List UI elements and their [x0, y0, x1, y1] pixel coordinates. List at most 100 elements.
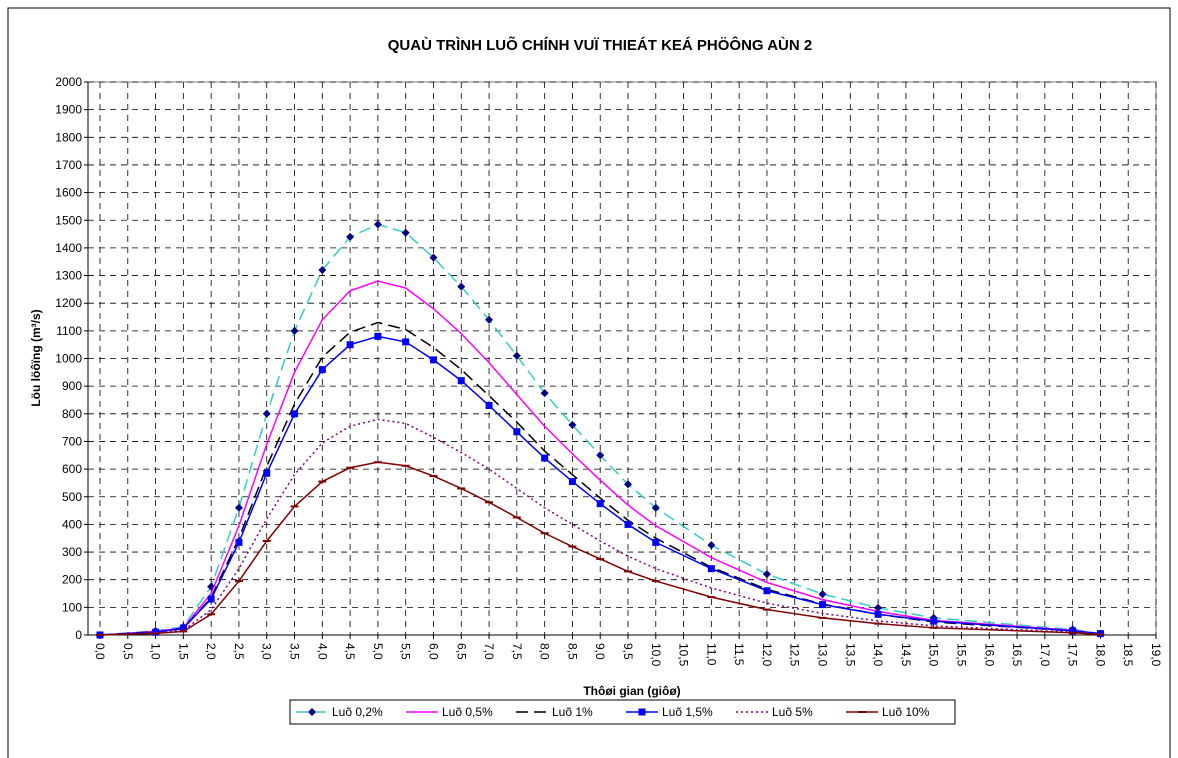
x-tick-label: 12,5: [788, 643, 802, 667]
y-tick-label: 700: [62, 434, 82, 448]
data-point: [235, 538, 243, 546]
x-tick-label: 14,0: [871, 643, 885, 667]
series-line: [99, 280, 1101, 636]
legend-label: Luõ 0,2%: [332, 705, 383, 719]
x-tick-label: 18,5: [1121, 643, 1135, 667]
y-tick-label: 1400: [55, 241, 82, 255]
data-point: [541, 454, 549, 462]
data-point: [207, 595, 215, 603]
x-tick-label: 13,0: [816, 643, 830, 667]
y-tick-label: 1200: [55, 296, 82, 310]
x-tick-label: 7,0: [482, 643, 496, 660]
y-tick-label: 500: [62, 490, 82, 504]
data-point: [540, 389, 549, 398]
x-tick-label: 2,0: [204, 643, 218, 660]
data-point: [568, 478, 576, 486]
data-point: [402, 338, 410, 346]
data-point: [513, 428, 521, 436]
data-point: [512, 351, 521, 360]
data-point: [651, 503, 660, 512]
x-tick-label: 15,0: [927, 643, 941, 667]
x-tick-label: 14,5: [899, 643, 913, 667]
x-tick-label: 3,0: [260, 643, 274, 660]
x-tick-label: 7,5: [510, 643, 524, 660]
data-point: [291, 410, 299, 418]
x-tick-label: 0,0: [93, 643, 107, 660]
y-tick-label: 0: [75, 628, 82, 642]
data-point: [457, 377, 465, 385]
y-tick-label: 1500: [55, 213, 82, 227]
x-tick-label: 4,5: [343, 643, 357, 660]
data-point: [874, 603, 883, 612]
data-point: [596, 451, 605, 460]
x-tick-label: 1,5: [176, 643, 190, 660]
x-tick-label: 12,0: [760, 643, 774, 667]
y-axis-label: Löu löôïng (m³/s): [29, 309, 43, 406]
data-point: [457, 282, 466, 291]
x-tick-label: 18,0: [1093, 643, 1107, 667]
x-tick-label: 19,0: [1149, 643, 1163, 667]
data-point: [401, 228, 410, 237]
legend-label: Luõ 5%: [772, 705, 813, 719]
data-point: [624, 520, 632, 528]
y-tick-label: 400: [62, 517, 82, 531]
y-tick-label: 1000: [55, 352, 82, 366]
data-point: [429, 356, 437, 364]
legend-label: Luõ 1%: [552, 705, 593, 719]
data-point: [485, 402, 493, 410]
x-tick-label: 5,5: [399, 643, 413, 660]
x-axis-label: Thôøi gian (giôø): [583, 684, 680, 698]
x-tick-label: 6,5: [454, 643, 468, 660]
data-point: [318, 366, 326, 374]
series-line: [99, 321, 1101, 636]
x-tick-label: 17,5: [1066, 643, 1080, 667]
chart-title: QUAÙ TRÌNH LUÕ CHÍNH VUÏ THIEÁT KEÁ PHÖÔ…: [388, 36, 812, 54]
y-tick-label: 600: [62, 462, 82, 476]
x-tick-label: 9,5: [621, 643, 635, 660]
chart-border: [7, 7, 1171, 758]
y-tick-label: 1300: [55, 269, 82, 283]
data-point: [263, 469, 271, 477]
data-point: [762, 570, 771, 579]
x-tick-label: 2,5: [232, 643, 246, 660]
data-point: [179, 624, 187, 632]
legend-marker: [638, 708, 646, 716]
data-point: [707, 541, 716, 550]
data-point: [346, 232, 355, 241]
x-tick-label: 10,5: [677, 643, 691, 667]
x-tick-label: 4,0: [315, 643, 329, 660]
x-tick-label: 3,5: [288, 643, 302, 660]
data-point: [318, 266, 327, 275]
data-point: [874, 610, 882, 618]
data-point: [1069, 627, 1077, 635]
x-tick-label: 8,0: [538, 643, 552, 660]
legend-box: [289, 699, 956, 725]
data-point: [262, 409, 271, 418]
data-point: [818, 590, 827, 599]
data-point: [346, 341, 354, 349]
y-tick-label: 200: [62, 573, 82, 587]
data-point: [624, 480, 632, 489]
y-tick-label: 300: [62, 545, 82, 559]
x-tick-label: 13,5: [843, 643, 857, 667]
data-point: [819, 601, 827, 609]
x-tick-label: 5,0: [371, 643, 385, 660]
data-point: [763, 587, 771, 595]
y-tick-label: 1700: [55, 158, 82, 172]
x-tick-label: 16,0: [982, 643, 996, 667]
y-tick-label: 100: [62, 600, 82, 614]
y-tick-label: 1800: [55, 130, 82, 144]
x-tick-label: 11,0: [704, 643, 718, 666]
legend-label: Luõ 10%: [882, 705, 930, 719]
x-tick-label: 15,5: [954, 643, 968, 667]
data-point: [373, 220, 382, 229]
data-point: [707, 565, 715, 573]
x-tick-label: 10,0: [649, 643, 663, 667]
x-tick-label: 16,5: [1010, 643, 1024, 667]
x-tick-label: 1,0: [149, 643, 163, 660]
x-tick-label: 11,5: [732, 643, 746, 666]
y-tick-label: 800: [62, 407, 82, 421]
x-tick-label: 8,5: [565, 643, 579, 660]
legend-label: Luõ 0,5%: [442, 705, 493, 719]
